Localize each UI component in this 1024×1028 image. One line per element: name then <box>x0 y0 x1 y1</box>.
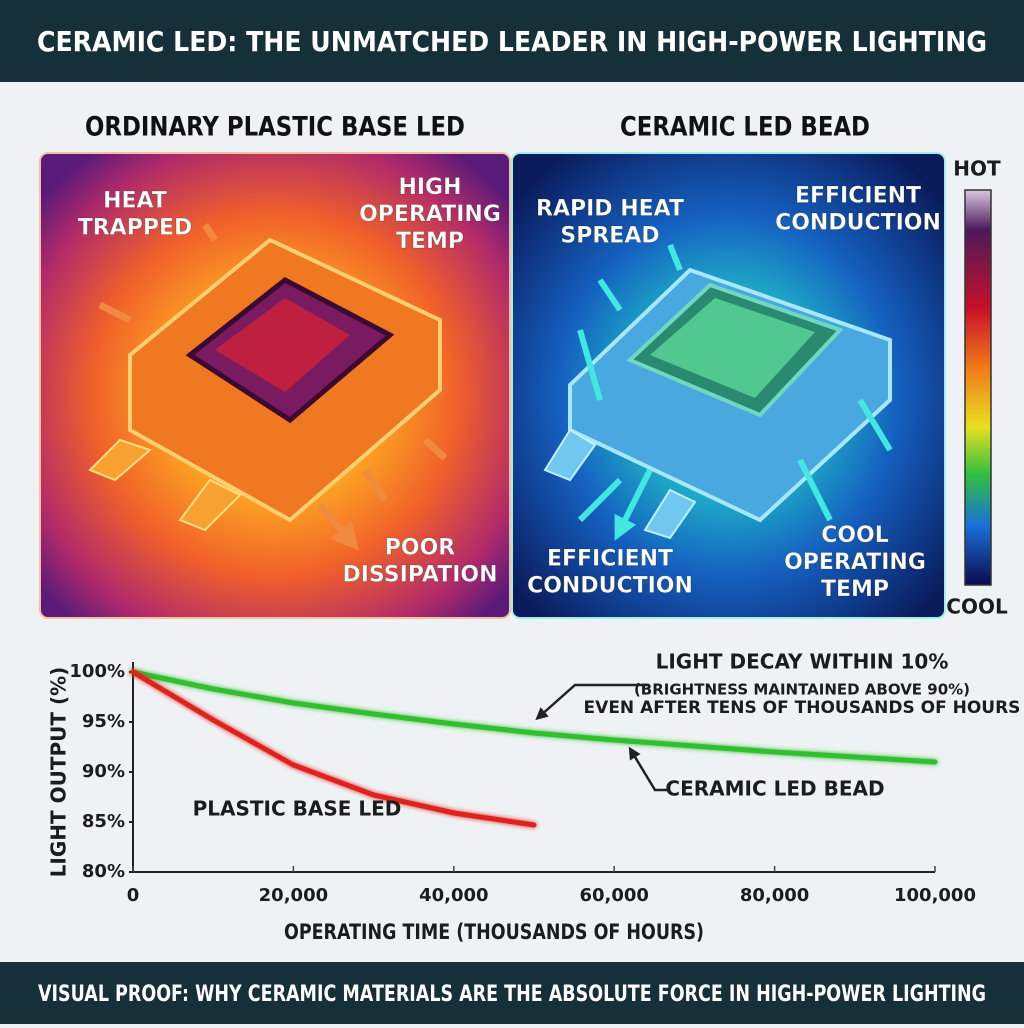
chart-annotation: EVEN AFTER TENS OF THOUSANDS OF HOURS <box>584 698 1021 718</box>
panel-label: CONDUCTION <box>527 574 693 599</box>
y-tick-label: 100% <box>69 661 125 682</box>
chart-annotation: (BRIGHTNESS MAINTAINED ABOVE 90%) <box>634 681 970 699</box>
series-line <box>130 669 537 828</box>
annotation-pointer <box>535 683 648 721</box>
header-band <box>0 0 1024 82</box>
panel-label: CONDUCTION <box>775 211 941 236</box>
x-tick-label: 40,000 <box>419 885 488 906</box>
footer-band <box>0 962 1024 1024</box>
label-pointer <box>628 746 668 792</box>
series-line <box>130 669 938 765</box>
plastic-led-chip <box>88 223 448 540</box>
series-label: PLASTIC BASE LED <box>193 797 402 821</box>
page-title: CERAMIC LED: THE UNMATCHED LEADER IN HIG… <box>37 25 987 58</box>
line-chart: 80% 85% 90% 95% 100% 0 20,000 40,000 60,000 80,00… <box>47 650 1021 945</box>
panel-label: EFFICIENT <box>795 184 921 209</box>
x-tick-label: 20,000 <box>259 885 328 906</box>
panel-label: TEMP <box>821 577 889 602</box>
panel-label: DISSIPATION <box>342 563 497 588</box>
panel-label: HIGH <box>398 175 461 200</box>
panel-label: EFFICIENT <box>547 547 673 572</box>
x-tick-label: 100,000 <box>894 885 976 906</box>
panel-heading: ORDINARY PLASTIC BASE LED <box>85 112 465 143</box>
y-axis-title: LIGHT OUTPUT (%) <box>47 667 71 878</box>
panel-label: RAPID HEAT <box>536 197 684 222</box>
y-tick-label: 80% <box>82 861 125 882</box>
x-tick-label: 0 <box>127 885 140 906</box>
panel-label: TRAPPED <box>78 216 193 241</box>
y-tick-label: 90% <box>82 761 125 782</box>
panel-label: TEMP <box>396 229 464 254</box>
footer-text: VISUAL PROOF: WHY CERAMIC MATERIALS ARE … <box>38 982 986 1007</box>
panel-label: SPREAD <box>560 224 659 249</box>
panel-heading: CERAMIC LED BEAD <box>620 112 870 143</box>
panel-label: OPERATING <box>359 202 501 227</box>
chart-annotation: LIGHT DECAY WITHIN 10% <box>656 650 949 674</box>
panel-label: POOR <box>385 536 456 561</box>
x-tick-label: 60,000 <box>579 885 648 906</box>
x-axis-title: OPERATING TIME (THOUSANDS OF HOURS) <box>284 920 704 944</box>
panel-label: COOL <box>821 523 889 548</box>
y-tick-label: 95% <box>82 711 125 732</box>
y-tick-label: 85% <box>82 811 125 832</box>
color-scale-bottom: COOL <box>946 595 1008 619</box>
series-label: CERAMIC LED BEAD <box>665 777 884 801</box>
color-scale-top: HOT <box>953 157 1001 181</box>
panel-label: HEAT <box>103 189 167 214</box>
color-scale-bar <box>964 189 992 586</box>
x-tick-label: 80,000 <box>740 885 809 906</box>
ceramic-led-chip <box>543 243 893 538</box>
panel-label: OPERATING <box>784 550 926 575</box>
